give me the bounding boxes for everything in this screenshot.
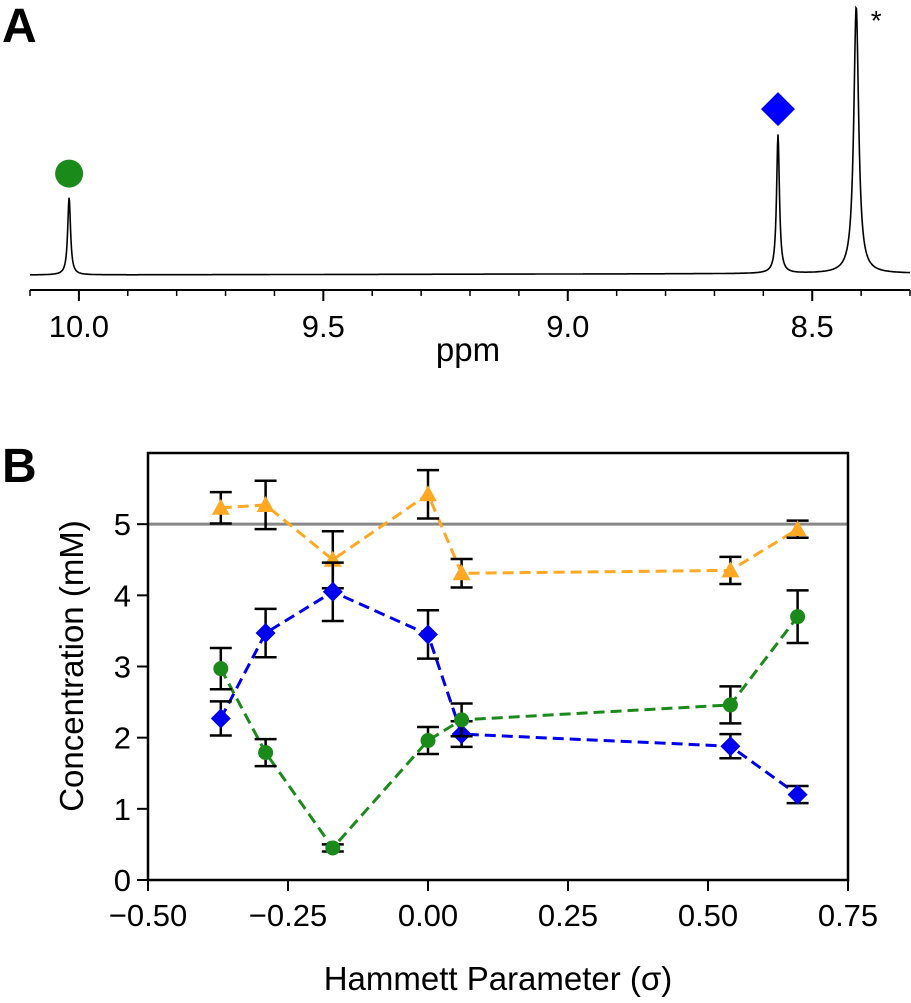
panel-b-x-tick-label: 0.50 xyxy=(678,898,738,933)
orange-triangle-point xyxy=(721,561,740,578)
orange-triangle-point xyxy=(419,485,437,502)
panel-a-tick-label: 9.0 xyxy=(546,309,589,344)
panel-a-tick-label: 10.0 xyxy=(49,309,109,344)
blue-diamond-point xyxy=(720,736,741,757)
orange-triangle-series xyxy=(209,468,809,590)
panel-b-y-tick-label: 1 xyxy=(114,792,131,827)
panel-b-x-tick-label: 0.75 xyxy=(818,898,878,933)
green-circle-marker xyxy=(55,159,84,188)
blue-diamond-point xyxy=(255,623,276,644)
panel-a-x-ticks: 10.0 9.5 9.0 8.5 xyxy=(29,289,911,344)
blue-diamond-series xyxy=(209,561,809,805)
panel-a-nmr-spectrum: A 10.0 9.5 9.0 8.5 * ppm xyxy=(2,0,911,368)
panel-b-axes: −0.50 −0.25 0.00 0.25 0.50 0.75 0 1 2 3 4 5 xyxy=(109,451,878,933)
panel-a-letter: A xyxy=(2,0,37,53)
orange-triangle-series-line xyxy=(220,492,799,575)
panel-a-tick-label: 9.5 xyxy=(302,309,345,344)
blue-diamond-point xyxy=(210,708,231,729)
green-circle-point xyxy=(420,733,436,749)
panel-b-plot-frame xyxy=(146,451,850,882)
panel-b-x-axis-label: Hammett Parameter (σ) xyxy=(324,960,673,997)
panel-b-letter: B xyxy=(2,440,37,493)
panel-b-y-tick-label: 5 xyxy=(114,507,131,542)
panel-b-y-tick-label: 2 xyxy=(114,721,131,756)
panel-b-y-tick-label: 4 xyxy=(114,578,131,613)
green-circle-point xyxy=(790,609,806,625)
panel-a-x-axis-label: ppm xyxy=(436,331,500,368)
green-circle-point xyxy=(258,745,274,761)
blue-diamond-point xyxy=(322,581,343,602)
orange-triangle-point xyxy=(211,498,230,515)
panel-b-hammett-plot: B −0.50 −0.25 0.00 0.25 0.50 0.75 0 1 2 3 4 5 Hamme… xyxy=(2,440,878,997)
panel-b-x-tick-label: 0.00 xyxy=(398,898,458,933)
panel-b-y-axis-label: Concentration (mM) xyxy=(53,520,90,812)
blue-diamond-point xyxy=(787,784,808,805)
panel-b-x-tick-label: −0.50 xyxy=(109,898,187,933)
green-circle-point xyxy=(213,661,229,677)
blue-diamond-series-line xyxy=(219,590,799,796)
panel-b-y-tick-label: 0 xyxy=(114,863,131,898)
panel-a-tick-label: 8.5 xyxy=(791,309,834,344)
panel-a-spectrum-line xyxy=(30,5,910,276)
green-circle-series-line xyxy=(219,615,799,851)
green-circle-point xyxy=(454,712,470,728)
panel-b-x-tick-label: 0.25 xyxy=(538,898,598,933)
green-circle-series xyxy=(209,589,809,856)
green-circle-point xyxy=(325,840,341,856)
panel-a-peak-markers: * xyxy=(55,5,882,188)
asterisk-annotation: * xyxy=(871,5,882,36)
blue-diamond-marker xyxy=(761,92,795,127)
panel-b-y-tick-label: 3 xyxy=(114,650,131,685)
panel-b-x-tick-label: −0.25 xyxy=(249,898,327,933)
orange-triangle-point xyxy=(452,564,471,581)
panel-b-series xyxy=(209,468,809,856)
orange-triangle-point xyxy=(256,495,275,512)
orange-triangle-point xyxy=(788,520,807,537)
blue-diamond-point xyxy=(418,624,438,645)
green-circle-point xyxy=(722,697,738,713)
